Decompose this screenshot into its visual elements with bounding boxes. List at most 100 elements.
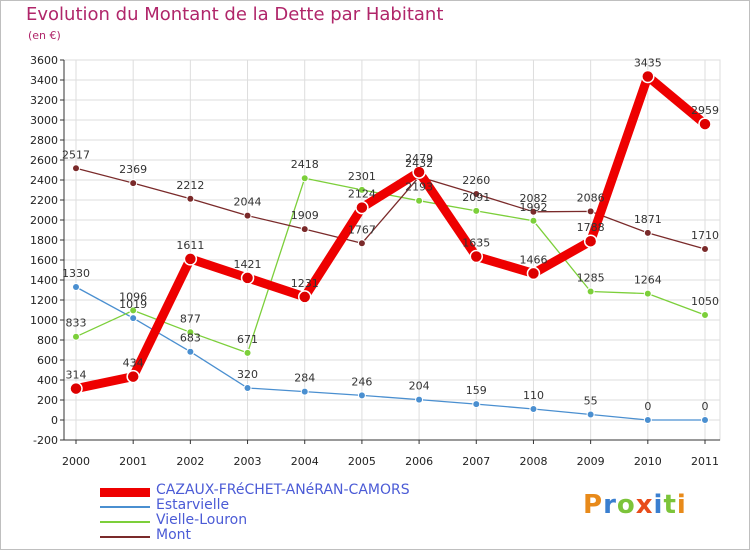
data-point bbox=[243, 384, 252, 392]
data-label: 1285 bbox=[577, 272, 605, 285]
data-label: 1466 bbox=[519, 253, 547, 266]
y-tick-label: 2600 bbox=[30, 154, 58, 167]
data-label: 2432 bbox=[405, 157, 433, 170]
data-label: 2418 bbox=[291, 158, 319, 171]
data-point bbox=[129, 306, 138, 315]
data-label: 1767 bbox=[348, 223, 376, 236]
legend-swatch bbox=[100, 521, 150, 523]
data-point bbox=[72, 283, 80, 291]
data-label: 1788 bbox=[577, 221, 605, 234]
x-tick-label: 2011 bbox=[691, 455, 719, 468]
data-point bbox=[300, 225, 309, 234]
x-tick-label: 2005 bbox=[348, 455, 376, 468]
data-point bbox=[300, 387, 309, 396]
y-tick-label: 3400 bbox=[30, 74, 58, 87]
data-point bbox=[300, 174, 309, 183]
x-tick-label: 2002 bbox=[176, 455, 204, 468]
data-point bbox=[186, 328, 195, 337]
y-tick-label: 3000 bbox=[30, 114, 58, 127]
y-tick-label: 2400 bbox=[30, 174, 58, 187]
data-label: 434 bbox=[123, 357, 144, 370]
x-tick-label: 2008 bbox=[519, 455, 547, 468]
y-tick-label: 800 bbox=[37, 334, 58, 347]
data-label: 1264 bbox=[634, 274, 662, 287]
data-label: 2086 bbox=[577, 191, 605, 204]
data-label: 2517 bbox=[62, 148, 90, 161]
data-point bbox=[72, 164, 80, 173]
x-tick-label: 2010 bbox=[634, 455, 662, 468]
data-point bbox=[583, 234, 598, 248]
data-point bbox=[357, 239, 366, 248]
data-point bbox=[183, 252, 198, 266]
data-point bbox=[243, 348, 252, 357]
data-label: 1050 bbox=[691, 295, 719, 308]
y-tick-label: -200 bbox=[33, 434, 58, 447]
y-tick-label: 2200 bbox=[30, 194, 58, 207]
data-point bbox=[586, 287, 595, 296]
data-label: 110 bbox=[523, 389, 544, 402]
data-point bbox=[701, 416, 709, 424]
y-tick-label: 2000 bbox=[30, 214, 58, 227]
y-tick-label: 1600 bbox=[30, 254, 58, 267]
legend-swatch bbox=[100, 488, 150, 497]
data-label: 159 bbox=[466, 384, 487, 397]
data-label: 1611 bbox=[176, 239, 204, 252]
data-point bbox=[129, 314, 138, 323]
y-tick-label: 2800 bbox=[30, 134, 58, 147]
y-tick-label: 1000 bbox=[30, 314, 58, 327]
data-label: 1421 bbox=[234, 258, 262, 271]
data-point bbox=[297, 290, 312, 304]
data-point bbox=[472, 206, 481, 215]
data-label: 314 bbox=[66, 369, 87, 382]
data-label: 0 bbox=[644, 400, 651, 413]
legend-label: Mont bbox=[156, 527, 192, 543]
data-point bbox=[412, 165, 426, 179]
data-label: 2479 bbox=[405, 152, 433, 165]
x-tick-label: 2000 bbox=[62, 455, 90, 468]
series-line bbox=[75, 286, 706, 421]
y-tick-label: 0 bbox=[51, 414, 58, 427]
data-label: 1231 bbox=[291, 277, 319, 290]
data-point bbox=[529, 207, 538, 216]
data-point bbox=[643, 289, 652, 298]
data-label: 246 bbox=[351, 375, 372, 388]
data-point bbox=[586, 207, 595, 216]
data-label: 1909 bbox=[291, 209, 319, 222]
data-point bbox=[243, 211, 252, 220]
data-point bbox=[469, 249, 484, 264]
data-label: 2091 bbox=[462, 191, 490, 204]
data-label: 1019 bbox=[119, 298, 147, 311]
legend-swatch bbox=[100, 506, 150, 508]
data-label: 1710 bbox=[691, 229, 719, 242]
data-point bbox=[643, 228, 652, 237]
data-label: 877 bbox=[180, 312, 201, 325]
data-label: 204 bbox=[409, 380, 430, 393]
data-label: 2959 bbox=[691, 104, 719, 117]
data-label: 1871 bbox=[634, 213, 662, 226]
data-point bbox=[240, 271, 255, 285]
data-label: 3435 bbox=[634, 57, 662, 70]
data-label: 55 bbox=[584, 395, 598, 408]
chart-title: Evolution du Montant de la Dette par Hab… bbox=[26, 4, 444, 25]
data-point bbox=[643, 416, 652, 424]
data-point bbox=[698, 117, 712, 131]
y-tick-label: 3200 bbox=[30, 94, 58, 107]
x-tick-label: 2004 bbox=[291, 455, 319, 468]
data-point bbox=[701, 311, 709, 319]
data-label: 320 bbox=[237, 368, 258, 381]
x-tick-label: 2007 bbox=[462, 455, 490, 468]
plot-area bbox=[63, 59, 721, 441]
data-label: 2193 bbox=[405, 181, 433, 194]
data-label: 284 bbox=[294, 372, 315, 385]
data-label: 1096 bbox=[119, 290, 147, 303]
data-label: 833 bbox=[66, 317, 87, 330]
data-point bbox=[186, 194, 195, 203]
x-tick-label: 2006 bbox=[405, 455, 433, 468]
data-label: 671 bbox=[237, 333, 258, 346]
data-point bbox=[472, 400, 481, 409]
data-point bbox=[529, 405, 538, 413]
data-label: 2044 bbox=[234, 196, 262, 209]
data-point bbox=[355, 200, 369, 215]
